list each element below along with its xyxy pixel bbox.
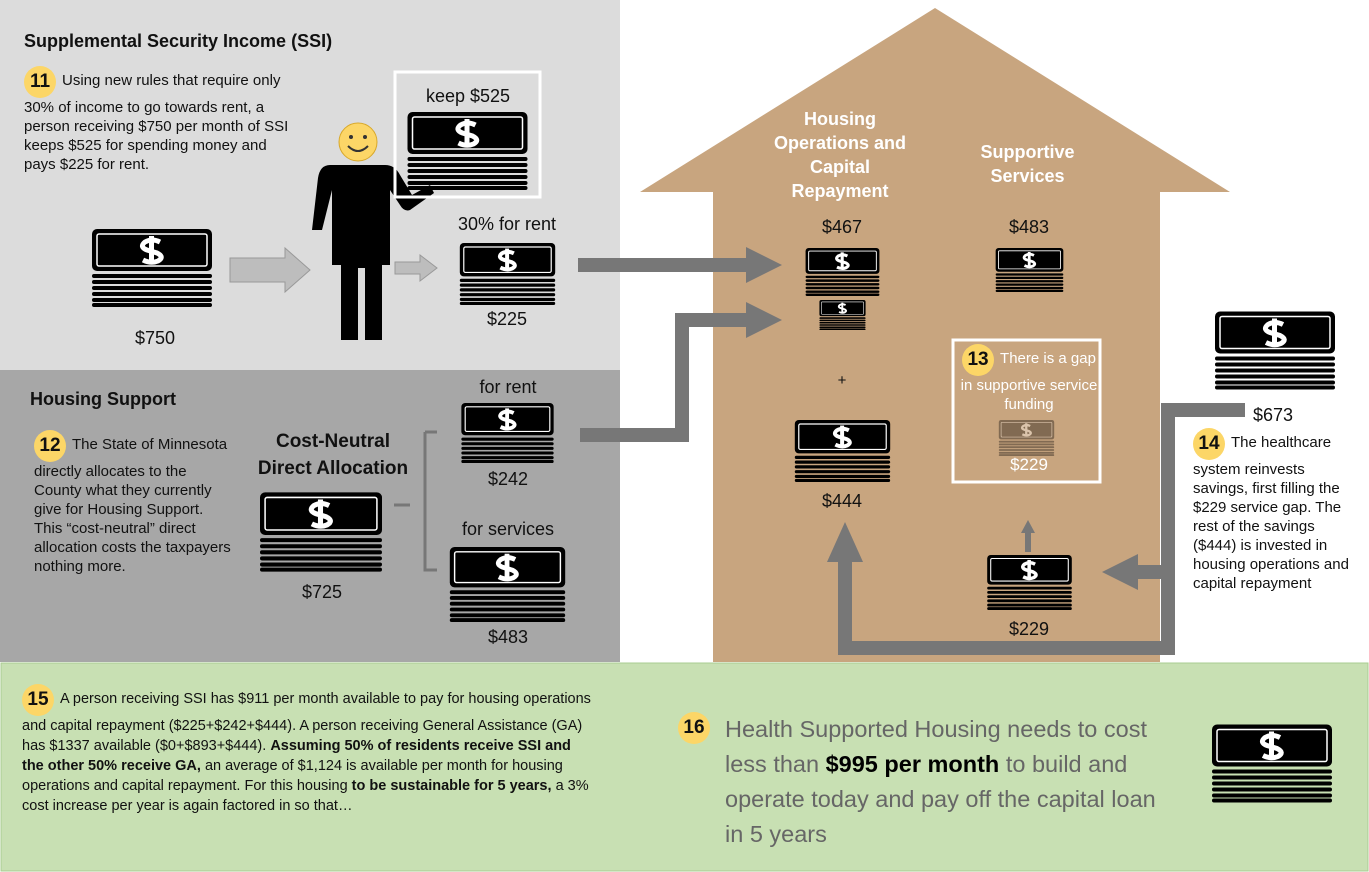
page: Supplemental Security Income (SSI) 11Usi… — [0, 0, 1369, 872]
plus: + — [838, 372, 847, 389]
bold-text: $995 per month — [826, 751, 1000, 777]
badge: 13 — [962, 344, 994, 376]
money-icon — [450, 547, 565, 622]
amount: $225 — [487, 309, 527, 330]
label: Cost-Neutral Direct Allocation — [253, 428, 413, 482]
money-icon — [408, 112, 528, 190]
text: Using new rules that require only 30% of… — [24, 72, 288, 173]
money-icon — [260, 492, 382, 571]
money-icon — [1215, 312, 1335, 390]
amount: $242 — [488, 469, 528, 490]
title: Supplemental Security Income (SSI) — [24, 31, 332, 52]
badge: 14 — [1193, 428, 1225, 460]
badge: 12 — [34, 430, 66, 462]
label: Housing Operations and Capital Repayment — [770, 107, 910, 203]
money-icon — [92, 229, 212, 307]
amount: $467 — [822, 217, 862, 238]
title: Housing Support — [30, 389, 176, 410]
label: Supportive Services — [960, 140, 1095, 188]
label: for rent — [479, 377, 536, 398]
money-icon — [461, 403, 553, 463]
bold-text: to be sustainable for 5 years, — [352, 778, 552, 794]
text: The State of Minnesota directly allocate… — [34, 436, 231, 575]
badge: 11 — [24, 66, 56, 98]
house — [640, 8, 1230, 662]
money-icon — [987, 555, 1072, 610]
money-icon — [806, 248, 880, 296]
amount: $750 — [135, 328, 175, 349]
amount: $229 — [1009, 619, 1049, 640]
label: 30% for rent — [458, 214, 556, 235]
badge: 15 — [22, 684, 54, 716]
amount: $483 — [488, 627, 528, 648]
amount: $229 — [1010, 455, 1048, 475]
money-icon — [819, 300, 865, 330]
paragraph: Health Supported Housing needs to cost l… — [725, 712, 1175, 852]
money-icon — [999, 420, 1054, 456]
amount: $444 — [822, 491, 862, 512]
amount: $673 — [1253, 405, 1293, 426]
money-icon — [460, 243, 555, 305]
amount: $483 — [1009, 217, 1049, 238]
money-icon — [795, 420, 890, 482]
money-icon — [1212, 725, 1332, 803]
label: keep $525 — [426, 86, 510, 107]
badge: 16 — [678, 712, 710, 744]
money-icon — [996, 248, 1064, 292]
label: for services — [462, 519, 554, 540]
amount: $725 — [302, 582, 342, 603]
